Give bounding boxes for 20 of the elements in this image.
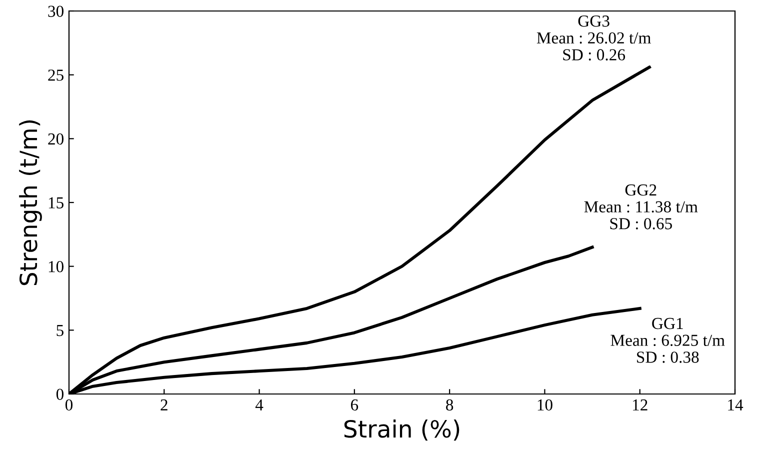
y-axis-title: Strength (t/m) <box>19 120 42 286</box>
y-tick-label: 15 <box>48 197 64 208</box>
annotation: GG1 Mean : 6.925 t/m SD : 0.38 <box>610 318 725 363</box>
x-tick-label: 12 <box>632 399 648 410</box>
x-tick-label: 6 <box>350 399 358 411</box>
x-tick-label: 14 <box>728 399 744 410</box>
x-tick-label: 4 <box>255 399 264 410</box>
y-tick-label: 25 <box>48 70 64 81</box>
y-tick-label: 10 <box>48 261 64 272</box>
y-tick-label: 20 <box>48 133 64 145</box>
annotation: GG3 Mean : 26.02 t/m SD : 0.26 <box>536 16 651 60</box>
y-tick-label: 30 <box>48 6 64 17</box>
annotation: GG2 Mean : 11.38 t/m SD : 0.65 <box>584 184 698 230</box>
x-axis-title: Strain (%) <box>344 420 460 441</box>
x-tick-label: 0 <box>65 399 73 411</box>
x-tick-label: 10 <box>538 399 552 411</box>
y-tick-label: 5 <box>56 325 64 336</box>
x-tick-label: 2 <box>160 399 168 410</box>
y-tick-label: 0 <box>56 388 64 400</box>
x-tick-label: 8 <box>446 399 454 411</box>
